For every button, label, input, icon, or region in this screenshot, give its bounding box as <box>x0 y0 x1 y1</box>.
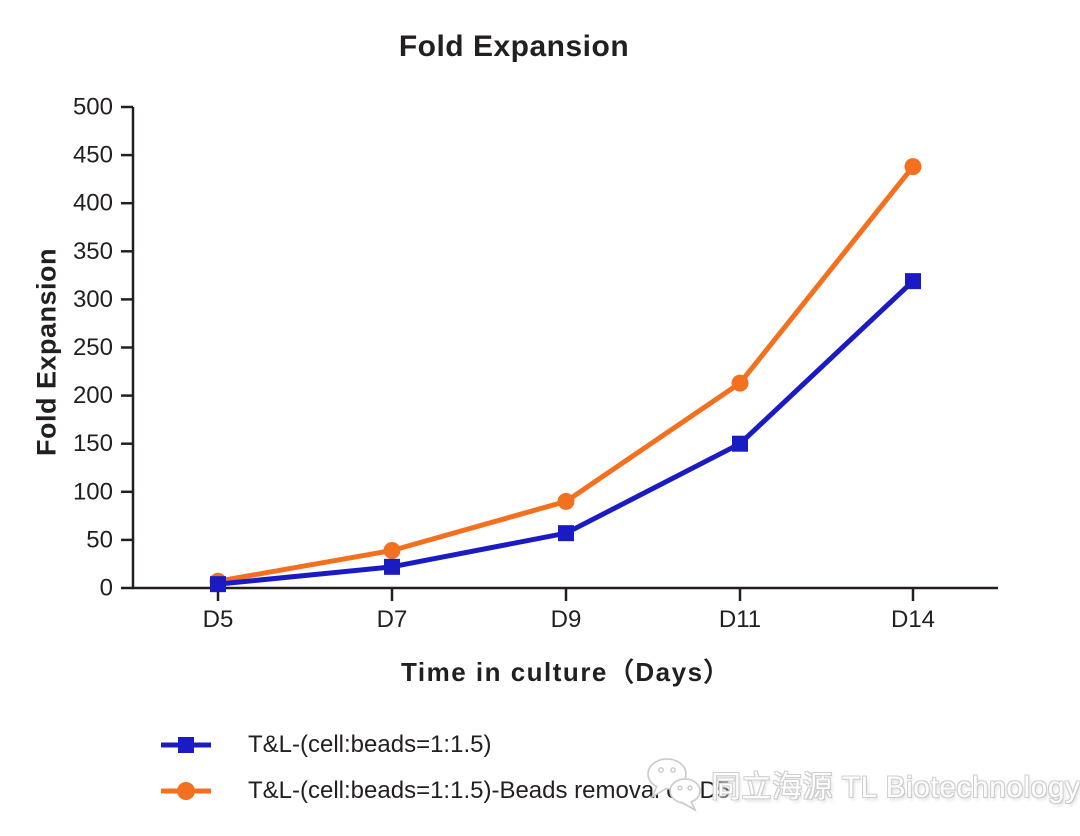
legend-circle <box>177 782 195 800</box>
legend-label-series-1: T&L-(cell:beads=1:1.5) <box>248 731 492 758</box>
x-axis-title: Time in culture（Days） <box>400 657 732 687</box>
data-point <box>210 576 226 593</box>
x-axis-tick-label: D5 <box>203 606 234 633</box>
data-point <box>383 541 401 559</box>
plot-area: 0 50 100 150 200 250 300 350 400 450 500 D5 D7 D9 D11 D… <box>73 94 998 633</box>
x-axis-tick-label: D7 <box>377 606 408 633</box>
data-point <box>905 273 921 290</box>
watermark-text: 同立海源 TL Biotechnology <box>711 771 1080 804</box>
y-axis-tick-label: 150 <box>73 430 113 457</box>
y-axis-tick-label: 450 <box>73 142 113 169</box>
y-axis-tick-label: 300 <box>73 286 113 313</box>
x-axis-tick-label: D11 <box>719 606 761 633</box>
x-axis-tick-label: D14 <box>891 606 935 633</box>
y-axis-tick-label: 50 <box>86 526 113 553</box>
x-axis-tick-label: D9 <box>551 606 582 633</box>
data-point <box>384 558 400 575</box>
y-axis-tick-label: 400 <box>73 190 113 217</box>
y-axis-tick-label: 100 <box>73 478 113 505</box>
y-axis-tick-label: 500 <box>73 94 113 121</box>
data-point <box>904 158 922 176</box>
axis-lines <box>131 107 998 590</box>
y-axis-tick-label: 250 <box>73 334 113 361</box>
legend-square <box>178 737 194 753</box>
data-point <box>557 492 575 510</box>
y-axis-tick-label: 350 <box>73 238 113 265</box>
circle-marker-icon <box>161 782 211 800</box>
data-point <box>732 435 748 452</box>
series-line <box>217 165 915 584</box>
legend-item-series-1: T&L-(cell:beads=1:1.5) <box>160 728 730 762</box>
chat-bubbles-icon <box>647 758 701 812</box>
y-axis-tick-label: 200 <box>73 382 113 409</box>
data-point <box>731 374 749 392</box>
square-marker-icon <box>161 737 211 753</box>
chart-title: Fold Expansion <box>398 30 630 63</box>
data-point <box>558 525 574 542</box>
y-axis-tick-label: 0 <box>100 575 113 602</box>
watermark: 同立海源 TL Biotechnology <box>643 755 1080 813</box>
